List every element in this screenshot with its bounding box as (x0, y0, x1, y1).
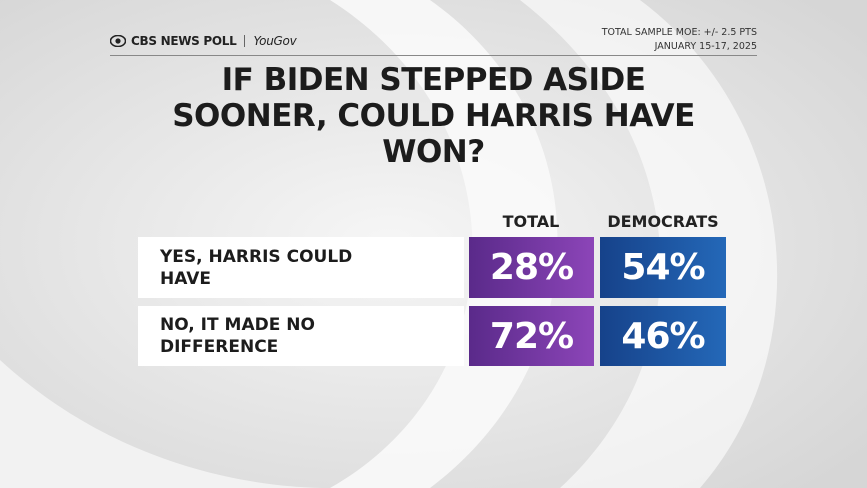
total-cell: 72% (469, 306, 594, 366)
logo (110, 35, 126, 47)
date: JANUARY 15-17, 2025 (654, 41, 757, 52)
divider (110, 55, 757, 56)
row-label: YES, HARRIS COULD HAVE (138, 237, 464, 298)
column-header: TOTAL (502, 212, 560, 231)
column-header: DEMOCRATS (607, 212, 719, 231)
separator (244, 35, 246, 47)
total-cell: 28% (469, 237, 594, 298)
poll-info: TOTAL SAMPLE MOE: +/- 2.5 PTS JANUARY 15… (602, 26, 757, 54)
partner: YouGov (253, 34, 297, 48)
brand: CBS NEWS POLL YouGov (110, 34, 297, 48)
brand-name: CBS NEWS POLL (131, 34, 237, 48)
moe: TOTAL SAMPLE MOE: +/- 2.5 PTS (601, 27, 757, 38)
democrats-cell: 54% (600, 237, 726, 298)
row-label: NO, IT MADE NO DIFFERENCE (138, 306, 464, 366)
title: IF BIDEN STEPPED ASIDE SOONER, COULD HAR… (172, 62, 695, 170)
democrats-cell: 46% (600, 306, 726, 366)
